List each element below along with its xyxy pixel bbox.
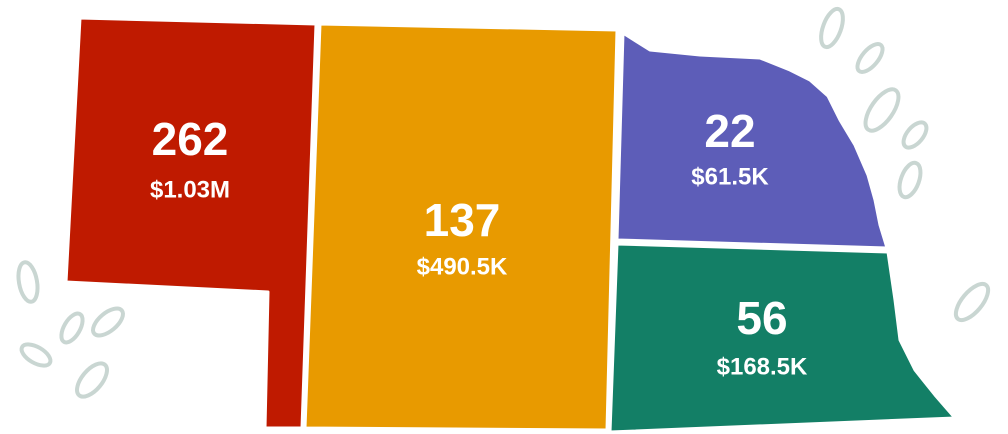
leaf xyxy=(91,306,125,338)
region-shape xyxy=(64,16,318,430)
region-amount: $490.5K xyxy=(417,253,508,280)
region-amount: $1.03M xyxy=(150,176,230,203)
region-count: 137 xyxy=(424,194,501,246)
region-count: 22 xyxy=(704,105,755,157)
region-shape xyxy=(615,31,889,250)
decorative-leaves xyxy=(16,6,991,399)
leaf xyxy=(16,260,40,304)
region-shape xyxy=(303,22,619,432)
leaf xyxy=(59,311,85,345)
leaf xyxy=(19,342,53,368)
region-shape xyxy=(608,242,957,434)
leaf xyxy=(855,41,885,75)
leaf xyxy=(819,6,845,50)
region-amount: $168.5K xyxy=(717,353,808,380)
leaf xyxy=(901,120,929,150)
region-amount: $61.5K xyxy=(691,163,769,190)
region-count: 56 xyxy=(736,292,787,344)
leaf xyxy=(953,281,991,323)
leaf xyxy=(863,87,901,133)
regions: 262 $1.03M 137 $490.5K 22 $61.5K 56 $168.5K xyxy=(64,16,957,434)
region-count: 262 xyxy=(152,113,229,165)
leaf xyxy=(897,160,923,200)
leaf xyxy=(75,361,109,399)
